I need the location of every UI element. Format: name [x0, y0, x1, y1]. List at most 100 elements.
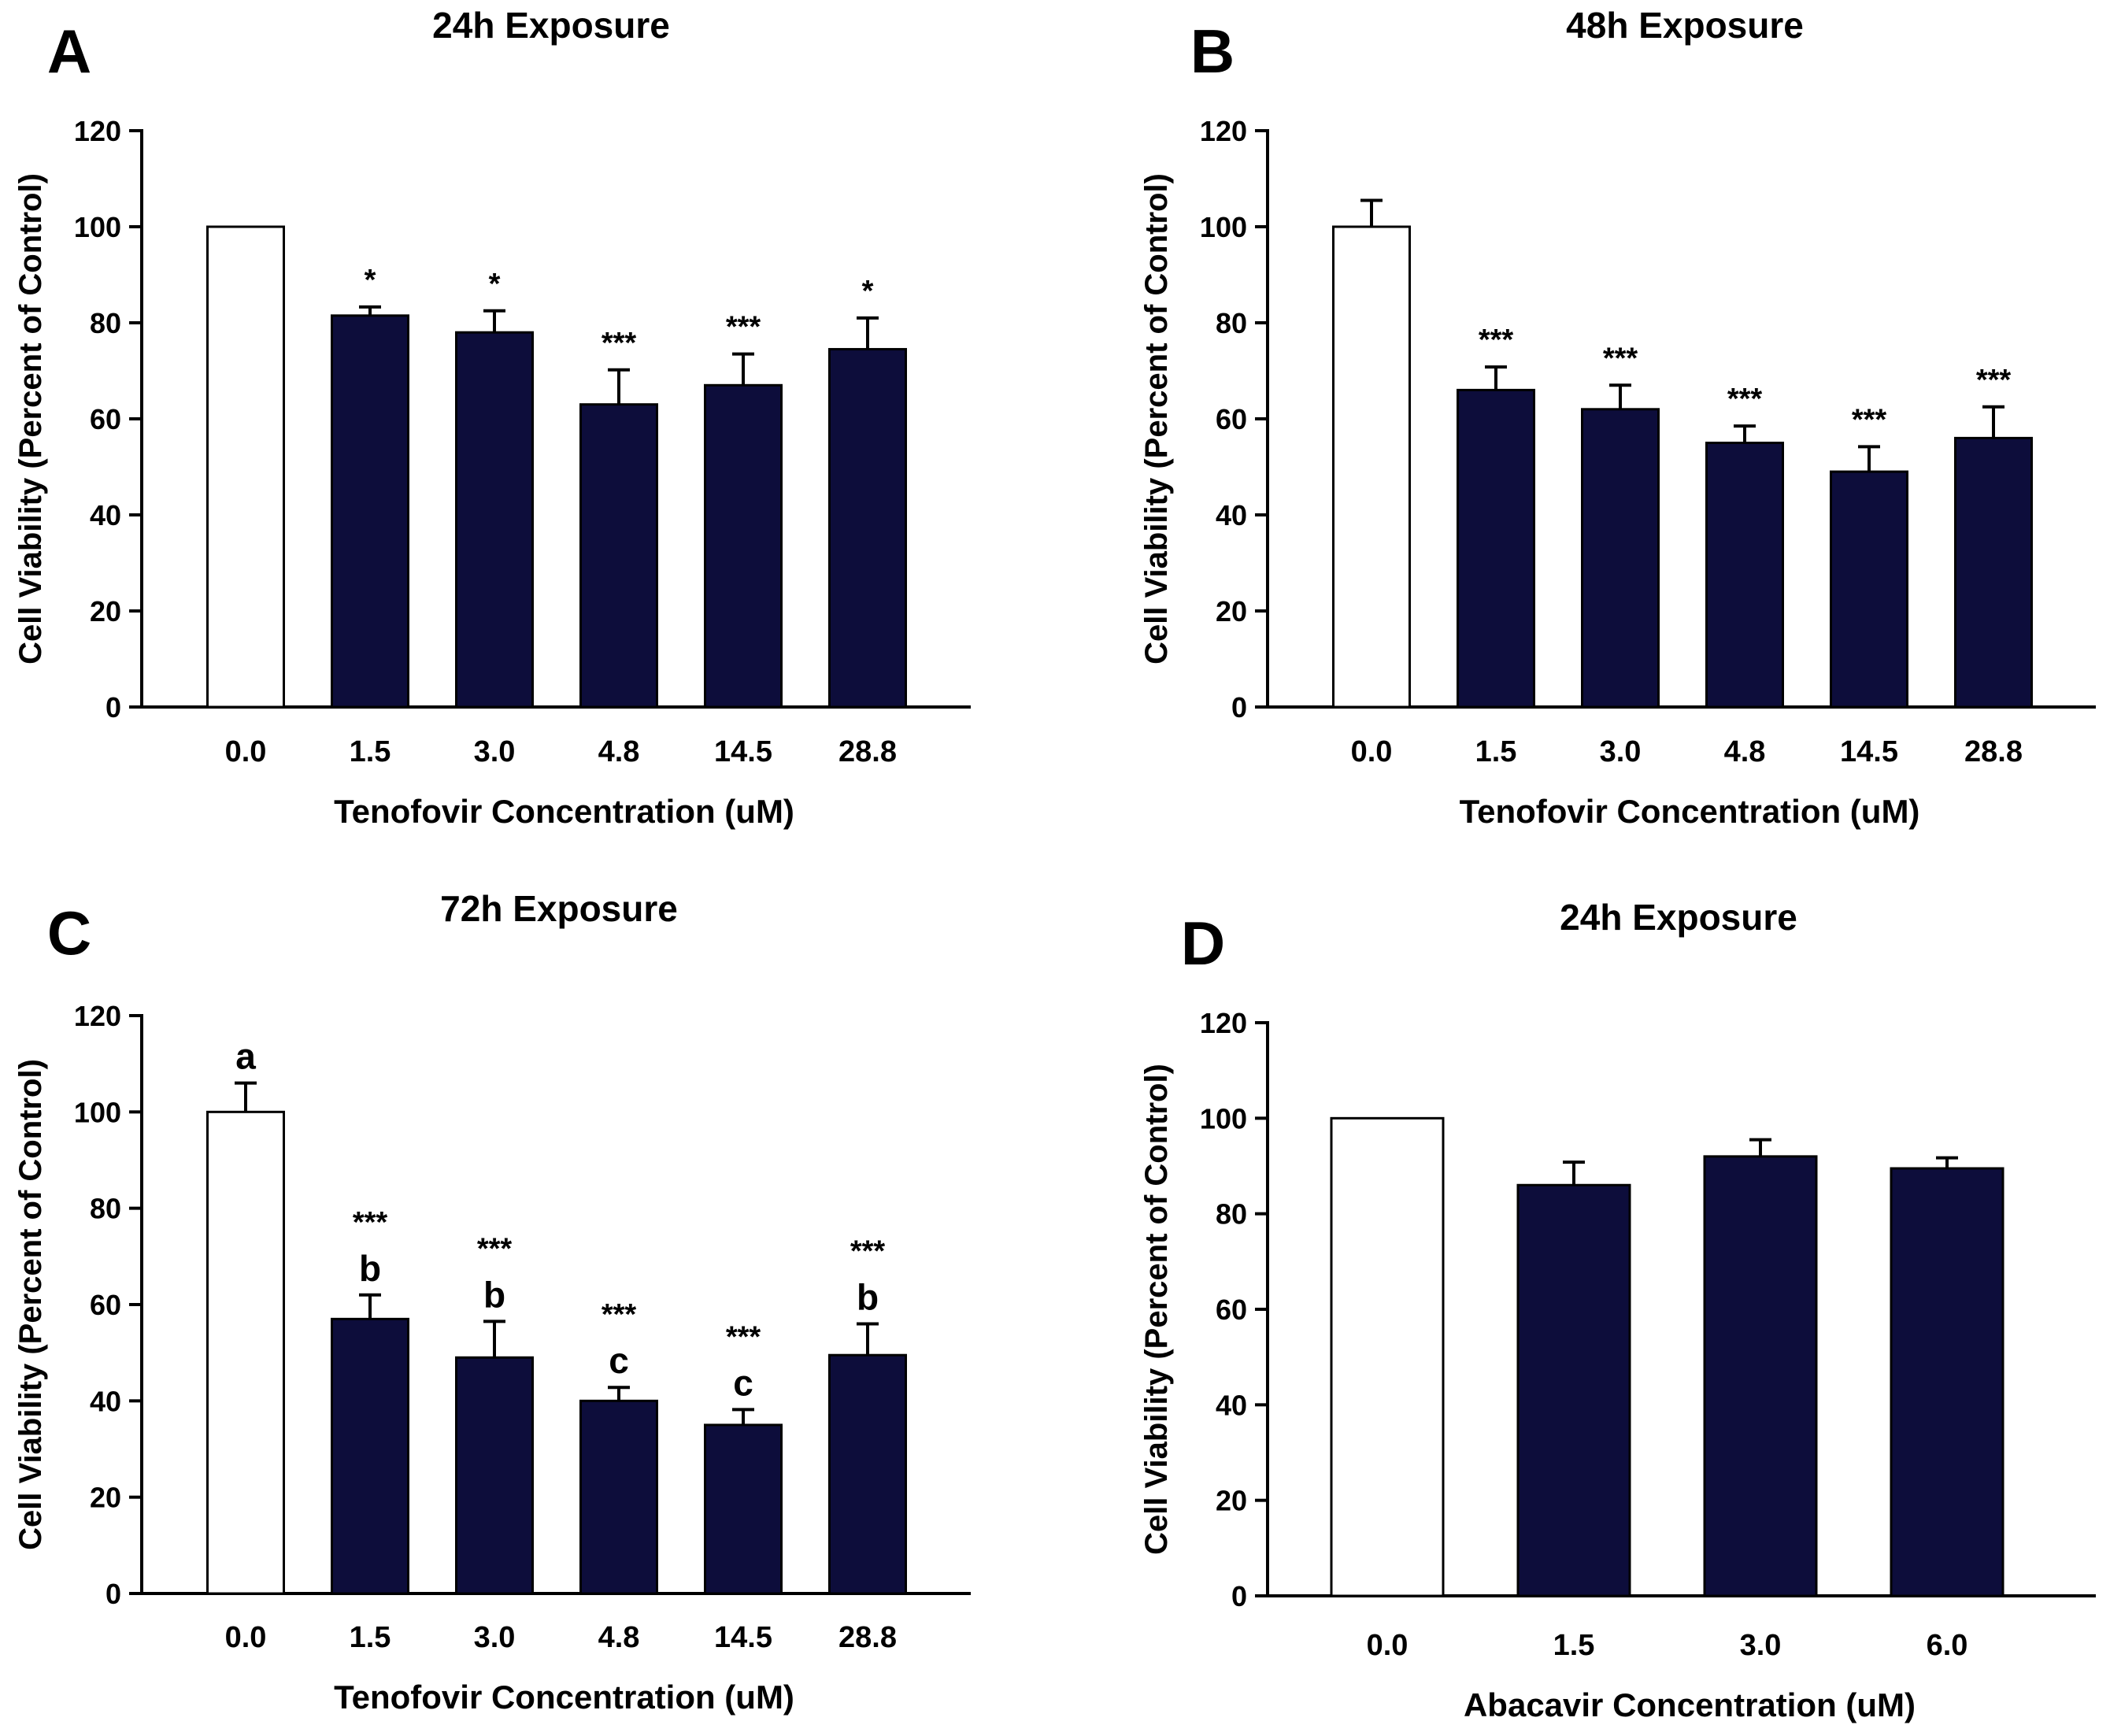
chart-title: 48h Exposure [1566, 5, 1804, 46]
y-tick-label: 60 [90, 403, 121, 435]
significance-mark: *** [1603, 342, 1638, 375]
chart-title: 24h Exposure [432, 5, 670, 46]
x-tick-label: 6.0 [1927, 1629, 1968, 1662]
y-tick-label: 120 [74, 1000, 121, 1032]
y-tick-label: 40 [1216, 1389, 1247, 1421]
x-tick-label: 14.5 [714, 735, 772, 768]
x-tick-label: 14.5 [714, 1621, 772, 1654]
y-tick-label: 100 [74, 211, 121, 243]
x-tick-label: 4.8 [598, 1621, 640, 1654]
y-tick-label: 80 [90, 1193, 121, 1225]
x-tick-label: 0.0 [225, 1621, 267, 1654]
y-tick-label: 80 [90, 307, 121, 339]
significance-mark: *** [602, 327, 637, 360]
y-tick-label: 120 [1200, 1007, 1247, 1039]
y-axis-label: Cell Viability (Percent of Control) [13, 1059, 48, 1550]
y-tick-label: 40 [90, 1385, 121, 1417]
x-tick-label: 3.0 [1600, 735, 1642, 768]
panel-label: A [47, 17, 91, 86]
bar [1332, 225, 1411, 709]
y-axis-label: Cell Viability (Percent of Control) [1139, 173, 1174, 664]
x-tick-label: 0.0 [1351, 735, 1393, 768]
significance-mark: * [489, 268, 501, 301]
group-letter: b [483, 1274, 505, 1315]
y-tick-label: 120 [74, 115, 121, 147]
y-tick-label: 80 [1216, 307, 1247, 339]
bar [828, 348, 907, 709]
chart-title: 24h Exposure [1560, 897, 1797, 938]
x-axis-label: Abacavir Concentration (uM) [1464, 1686, 1916, 1723]
y-tick-label: 100 [74, 1096, 121, 1128]
y-tick-label: 60 [1216, 1294, 1247, 1326]
chart-title: 72h Exposure [440, 888, 678, 929]
y-tick-label: 20 [90, 595, 121, 627]
panel-a: A 24h Exposure 0 20 40 60 80 100 120 Cell Viabili… [13, 5, 971, 830]
x-tick-label: 4.8 [598, 735, 640, 768]
bar [206, 1110, 285, 1595]
bar [579, 1399, 658, 1595]
y-tick-label: 120 [1200, 115, 1247, 147]
bar [1830, 470, 1908, 709]
bar [579, 403, 658, 709]
x-axis-label: Tenofovir Concentration (uM) [1460, 793, 1920, 830]
group-letter: a [235, 1036, 256, 1077]
significance-mark: * [862, 275, 874, 308]
bar [455, 1356, 534, 1595]
x-tick-label: 1.5 [1553, 1629, 1595, 1662]
y-tick-label: 20 [1216, 1485, 1247, 1517]
panel-c: C 72h Exposure 0 20 40 60 80 100 120 Cell Viabili… [13, 888, 971, 1716]
panel-d: D 24h Exposure 0 20 40 60 80 100 120 Cell Viabili… [1139, 897, 2096, 1723]
x-tick-label: 3.0 [474, 1621, 516, 1654]
bar [1581, 408, 1660, 709]
x-axis-label: Tenofovir Concentration (uM) [334, 1679, 794, 1716]
x-tick-label: 1.5 [350, 735, 391, 768]
bar [1330, 1116, 1445, 1597]
x-tick-label: 28.8 [838, 735, 897, 768]
group-letter: c [733, 1362, 753, 1403]
y-tick-label: 0 [106, 691, 121, 724]
x-tick-label: 14.5 [1840, 735, 1898, 768]
group-letter: b [359, 1248, 381, 1289]
y-tick-label: 0 [1231, 1580, 1247, 1612]
bar [1890, 1167, 2004, 1597]
significance-mark: *** [1976, 364, 2012, 397]
significance-mark: *** [1479, 324, 1514, 357]
bar [1703, 1155, 1818, 1597]
bar [1516, 1183, 1631, 1597]
y-tick-label: 100 [1200, 211, 1247, 243]
panel-label: B [1190, 17, 1235, 86]
significance-mark: *** [850, 1234, 886, 1268]
bar [704, 383, 783, 709]
panel-b: B 48h Exposure 0 20 40 60 80 100 120 Cell Viabili… [1139, 5, 2096, 830]
bar [704, 1423, 783, 1595]
x-tick-label: 3.0 [1740, 1629, 1782, 1662]
bar [331, 314, 409, 709]
x-tick-label: 0.0 [225, 735, 267, 768]
significance-mark: *** [477, 1232, 513, 1265]
significance-mark: * [365, 264, 376, 297]
y-tick-label: 60 [1216, 403, 1247, 435]
x-tick-label: 4.8 [1724, 735, 1766, 768]
bar [206, 225, 285, 709]
y-tick-label: 40 [1216, 499, 1247, 531]
panel-label: D [1181, 909, 1225, 978]
x-axis-label: Tenofovir Concentration (uM) [334, 793, 794, 830]
panel-label: C [47, 898, 91, 968]
significance-mark: *** [602, 1298, 637, 1331]
y-tick-label: 0 [1231, 691, 1247, 724]
x-tick-label: 3.0 [474, 735, 516, 768]
y-tick-label: 60 [90, 1289, 121, 1321]
significance-mark: *** [726, 311, 761, 344]
bar [1457, 388, 1535, 709]
bar [828, 1353, 907, 1595]
y-tick-label: 20 [90, 1482, 121, 1514]
bar [1954, 436, 2033, 709]
x-tick-label: 28.8 [838, 1621, 897, 1654]
group-letter: c [609, 1340, 629, 1381]
significance-mark: *** [1727, 383, 1763, 416]
y-axis-label: Cell Viability (Percent of Control) [13, 173, 48, 664]
x-tick-label: 0.0 [1367, 1629, 1409, 1662]
x-tick-label: 1.5 [350, 1621, 391, 1654]
group-letter: b [857, 1276, 879, 1317]
